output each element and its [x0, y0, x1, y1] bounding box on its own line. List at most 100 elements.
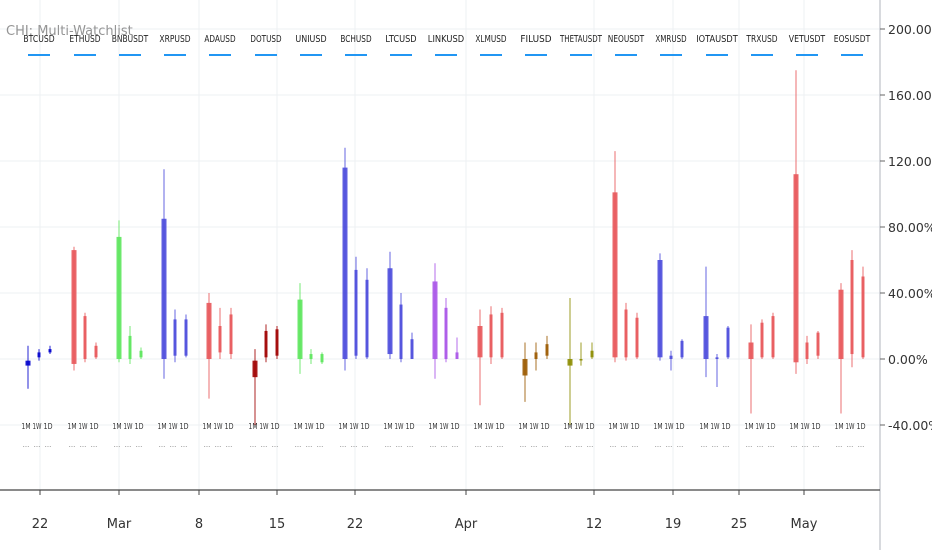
x-tick-label: 22 — [32, 517, 49, 532]
candle-body — [387, 268, 393, 355]
y-tick-label: 40.00% — [888, 286, 932, 301]
candle-body — [805, 342, 809, 359]
timeframe-label: 1D — [44, 422, 53, 431]
symbol-label: BCHUSD — [340, 34, 371, 45]
candle-body — [680, 340, 684, 358]
timeframe-label: 1D — [451, 422, 460, 431]
timeframe-label: 1W — [79, 422, 88, 431]
x-tick-label: 19 — [665, 517, 682, 532]
symbol-label: LINKUSD — [428, 34, 465, 45]
timeframe-label: 1W — [575, 422, 584, 431]
x-tick-label: Apr — [455, 517, 478, 532]
timeframe-label: 1M — [203, 422, 212, 431]
y-tick-label: 80.00% — [888, 220, 932, 235]
symbol-label: LTCUSD — [385, 34, 416, 45]
timeframe-dots: ... — [362, 441, 369, 449]
timeframe-dots: ... — [486, 441, 493, 449]
timeframe-label: 1D — [180, 422, 189, 431]
candle-body — [534, 352, 538, 359]
timeframe-dots: ... — [768, 441, 775, 449]
symbol-labels: BTCUSD ETHUSD BNBUSDT XRPUSD ADAUSD DOTUSD UNI… — [23, 34, 871, 56]
timeframe-label: 1D — [631, 422, 640, 431]
timeframe-label: 1M — [249, 422, 258, 431]
candle-body — [522, 359, 528, 376]
timeframe-dots: ... — [858, 441, 865, 449]
y-tick-label: 200.00% — [888, 22, 932, 37]
x-tick-label: 25 — [731, 517, 748, 532]
candle-body — [354, 269, 358, 356]
timeframe-label: 1W — [395, 422, 404, 431]
x-tick-label: May — [791, 517, 818, 532]
timeframe-dots: ... — [80, 441, 87, 449]
candle-body — [320, 354, 324, 363]
timeframe-label: 1W — [620, 422, 629, 431]
candle-body — [748, 342, 754, 359]
timeframe-label: 1M — [113, 422, 122, 431]
timeframe-dots: ... — [666, 441, 673, 449]
candle-body — [850, 260, 854, 355]
timeframe-dots: ... — [351, 441, 358, 449]
candle-body — [161, 218, 167, 359]
candles — [25, 70, 865, 425]
timeframe-dots: ... — [542, 441, 549, 449]
timeframe-label: 1W — [756, 422, 765, 431]
timeframe-label: 1M — [68, 422, 77, 431]
timeframe-label: 1D — [767, 422, 776, 431]
candle-body — [94, 345, 98, 358]
timeframe-dots: ... — [836, 441, 843, 449]
timeframe-dots: ... — [610, 441, 617, 449]
candle-body — [71, 250, 77, 364]
y-tick-label: -40.00% — [888, 418, 932, 433]
timeframe-label: 1W — [846, 422, 855, 431]
timeframe-dots: ... — [621, 441, 628, 449]
candle-body — [184, 319, 188, 356]
candle-body — [37, 352, 41, 358]
candle-body — [771, 316, 775, 358]
timeframe-label: 1D — [496, 422, 505, 431]
timeframe-label: 1W — [440, 422, 449, 431]
candle-body — [173, 319, 177, 356]
timeframe-dots: ... — [295, 441, 302, 449]
timeframe-dots: ... — [136, 441, 143, 449]
x-tick-label: Mar — [107, 517, 132, 532]
timeframe-dots: ... — [272, 441, 279, 449]
timeframe-dots: ... — [475, 441, 482, 449]
symbol-label: XLMUSD — [475, 34, 506, 45]
candle-body — [432, 281, 438, 359]
timeframe-label: 1W — [665, 422, 674, 431]
timeframe-dots: ... — [723, 441, 730, 449]
symbol-label: DOTUSD — [250, 34, 281, 45]
candle-body — [342, 167, 348, 359]
candle-body — [218, 326, 222, 353]
candle-body — [726, 327, 730, 358]
timeframe-dots: ... — [746, 441, 753, 449]
candle-body — [793, 174, 799, 363]
timeframe-dots: ... — [45, 441, 52, 449]
x-tick-label: 12 — [586, 517, 603, 532]
candle-body — [760, 322, 764, 358]
timeframe-label: 1M — [609, 422, 618, 431]
timeframe-dots: ... — [204, 441, 211, 449]
timeframe-label: 1M — [22, 422, 31, 431]
candle-body — [139, 350, 143, 358]
symbol-label: THETAUSDT — [559, 34, 602, 45]
symbol-label: FILUSD — [520, 34, 551, 45]
symbol-label: IOTAUSDT — [696, 34, 738, 45]
timeframe-label: 1D — [225, 422, 234, 431]
symbol-label: XRPUSD — [159, 34, 190, 45]
candle-body — [624, 309, 628, 358]
candle-body — [48, 349, 52, 353]
timeframe-dots: ... — [847, 441, 854, 449]
timeframe-label: 1W — [305, 422, 314, 431]
timeframe-labels: 1M... 1W... 1D... 1M... 1W... 1D... 1M... 1W...… — [22, 422, 866, 449]
timeframe-label: 1D — [406, 422, 415, 431]
candle-body — [635, 317, 639, 358]
timeframe-label: 1M — [384, 422, 393, 431]
timeframe-label: 1D — [676, 422, 685, 431]
timeframe-dots: ... — [712, 441, 719, 449]
timeframe-dots: ... — [159, 441, 166, 449]
candle-body — [590, 350, 594, 358]
timeframe-label: 1D — [316, 422, 325, 431]
candle-body — [399, 304, 403, 359]
